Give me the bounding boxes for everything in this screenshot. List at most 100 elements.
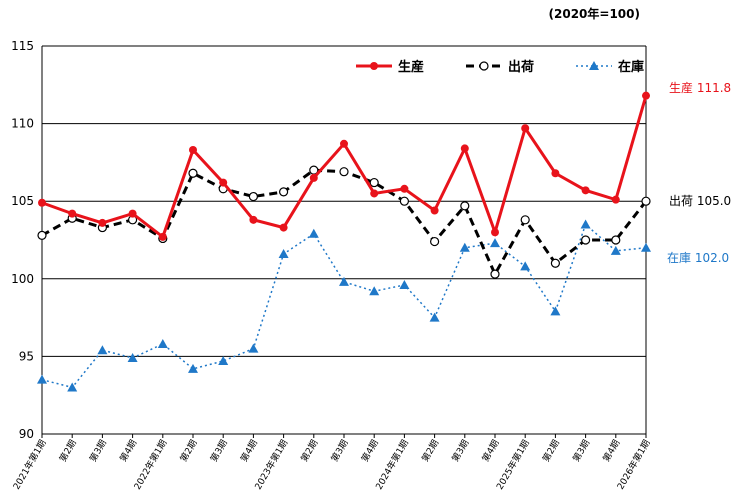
x-tick-label: 第3期 — [208, 438, 230, 465]
series-生産 — [38, 91, 650, 241]
data-point — [589, 61, 599, 70]
data-point — [479, 61, 489, 71]
data-point — [399, 196, 409, 206]
data-point — [460, 201, 470, 211]
legend-item: 出荷 — [466, 59, 534, 75]
x-tick-label: 第2期 — [298, 438, 320, 465]
y-tick-label: 95 — [19, 349, 34, 363]
data-point — [38, 198, 46, 207]
data-point — [219, 178, 228, 187]
data-point — [550, 258, 561, 268]
data-point — [430, 236, 440, 247]
data-point — [550, 306, 561, 316]
x-tick-label: 第4期 — [359, 438, 381, 465]
data-point — [127, 352, 138, 362]
x-tick-label: 第4期 — [600, 438, 622, 465]
data-point — [642, 91, 650, 100]
legend-item: 在庫 — [576, 59, 644, 75]
data-point — [369, 177, 379, 188]
x-tick-label: 第2期 — [177, 438, 199, 465]
data-point — [249, 215, 258, 224]
data-point — [339, 167, 349, 177]
data-point — [339, 276, 349, 286]
y-axis: 90 95 100 105 110 115 — [11, 39, 34, 441]
data-point — [460, 144, 469, 153]
data-point — [97, 345, 108, 355]
series-group — [37, 91, 651, 392]
data-point — [400, 184, 409, 193]
data-point — [98, 218, 107, 227]
data-point — [37, 374, 47, 384]
data-point — [279, 223, 288, 232]
x-tick-label: 第3期 — [449, 438, 471, 465]
legend-item: 生産 — [356, 59, 424, 75]
end-label: 在庫 102.0 — [667, 251, 729, 265]
legend-label: 在庫 — [618, 59, 644, 75]
y-tick-label: 100 — [11, 272, 34, 286]
data-point — [309, 173, 318, 182]
x-tick-label: 第3期 — [328, 438, 350, 465]
data-point — [459, 242, 470, 252]
x-tick-label: 第2期 — [540, 438, 562, 465]
data-point — [248, 343, 259, 353]
x-tick-label: 2021年第1期 — [10, 438, 48, 492]
data-point — [641, 196, 651, 206]
data-point — [189, 145, 197, 154]
grid — [41, 45, 647, 435]
data-point — [490, 269, 500, 279]
x-tick-label: 第4期 — [238, 438, 260, 465]
data-point — [490, 238, 500, 248]
data-point — [68, 209, 77, 218]
data-point — [158, 232, 167, 241]
data-point — [611, 195, 620, 204]
data-point — [370, 62, 378, 70]
data-point — [491, 228, 499, 237]
legend-label: 出荷 — [508, 59, 534, 75]
data-point — [308, 228, 319, 238]
data-point — [580, 219, 591, 229]
data-point — [340, 139, 348, 148]
end-label: 生産 111.8 — [669, 80, 731, 95]
data-point — [369, 286, 380, 296]
x-tick-label: 第3期 — [87, 438, 109, 465]
data-point — [430, 206, 439, 215]
data-point — [278, 248, 289, 258]
series-出荷 — [37, 165, 651, 279]
legend-label: 生産 — [398, 59, 424, 75]
x-tick-label: 第4期 — [117, 438, 139, 465]
data-point — [279, 187, 289, 197]
data-point — [641, 242, 651, 252]
end-labels: 生産 111.8 出荷 105.0 在庫 102.0 — [667, 80, 731, 265]
data-point — [551, 169, 560, 178]
data-point — [37, 230, 47, 240]
y-tick-label: 105 — [11, 194, 34, 208]
data-point — [67, 382, 78, 392]
data-point — [188, 363, 198, 373]
data-point — [218, 356, 229, 366]
legend: 生産 出荷 在庫 — [356, 59, 644, 75]
data-point — [188, 168, 198, 178]
x-tick-label: 第4期 — [479, 438, 501, 465]
x-tick-label: 第2期 — [57, 438, 79, 465]
data-point — [370, 189, 379, 198]
series-line — [41, 223, 647, 389]
data-point — [429, 312, 440, 322]
data-point — [157, 338, 168, 348]
data-point — [580, 235, 591, 245]
x-tick-label: 第2期 — [419, 438, 441, 465]
x-tick-label: 第3期 — [570, 438, 592, 465]
data-point — [610, 245, 621, 255]
y-tick-label: 110 — [11, 117, 34, 131]
data-point — [581, 186, 590, 195]
data-point — [521, 124, 530, 133]
y-tick-label: 90 — [19, 427, 34, 441]
data-point — [520, 261, 531, 271]
data-point — [248, 191, 258, 202]
data-point — [399, 280, 410, 290]
end-label: 出荷 105.0 — [669, 194, 731, 208]
series-在庫 — [37, 219, 651, 392]
data-point — [611, 235, 621, 245]
unit-note: (2020年=100) — [549, 6, 640, 21]
